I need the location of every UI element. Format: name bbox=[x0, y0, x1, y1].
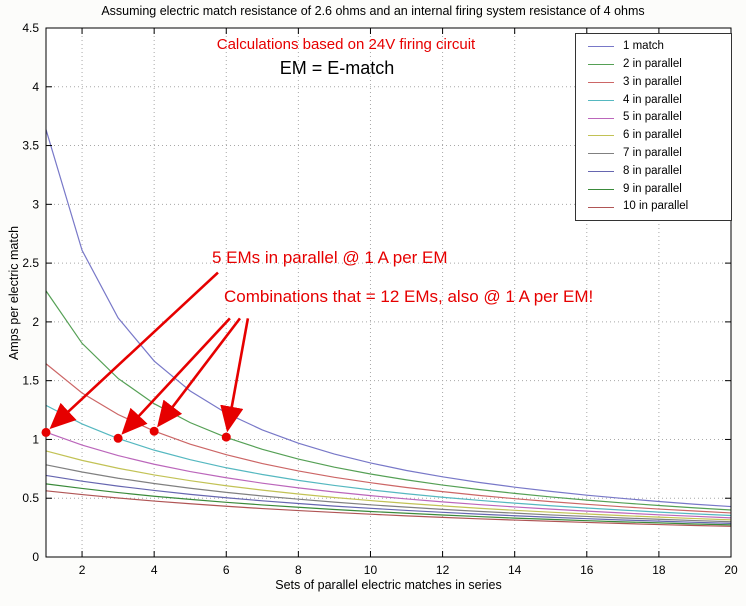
x-tick-label: 12 bbox=[436, 563, 450, 577]
annotation-dot bbox=[221, 432, 231, 442]
x-tick-label: 4 bbox=[151, 563, 158, 577]
legend-item: 5 in parallel bbox=[576, 109, 731, 127]
legend-item: 1 match bbox=[576, 38, 731, 56]
annotation-arrow bbox=[220, 318, 250, 433]
legend-label: 5 in parallel bbox=[623, 111, 682, 124]
x-tick-label: 14 bbox=[508, 563, 522, 577]
legend-label: 4 in parallel bbox=[623, 93, 682, 106]
legend-line-sample bbox=[588, 81, 614, 83]
x-tick-label: 8 bbox=[295, 563, 302, 577]
legend-line-sample bbox=[588, 206, 614, 208]
x-tick-label: 6 bbox=[223, 563, 230, 577]
series-line-5-in-parallel bbox=[45, 431, 732, 519]
legend-item: 10 in parallel bbox=[576, 198, 731, 216]
legend-line-sample bbox=[588, 170, 614, 172]
annotation-dot bbox=[41, 427, 51, 437]
legend-line-sample bbox=[588, 46, 614, 48]
annotation-arrow bbox=[49, 271, 219, 430]
legend-item: 7 in parallel bbox=[576, 145, 731, 163]
callout-5-ems: 5 EMs in parallel @ 1 A per EM bbox=[212, 248, 448, 267]
x-tick-label: 10 bbox=[364, 563, 378, 577]
x-tick-label: 20 bbox=[724, 563, 738, 577]
series-line-6-in-parallel bbox=[45, 450, 732, 521]
series-line-4-in-parallel bbox=[45, 404, 732, 517]
legend-label: 7 in parallel bbox=[623, 146, 682, 159]
y-axis-label: Amps per electric match bbox=[7, 225, 21, 361]
series-line-10-in-parallel bbox=[45, 490, 732, 527]
legend-item: 2 in parallel bbox=[576, 56, 731, 74]
annotation-arrow bbox=[157, 317, 241, 428]
series-line-3-in-parallel bbox=[45, 363, 732, 514]
y-tick-label: 4 bbox=[32, 80, 39, 94]
legend-line-sample bbox=[588, 99, 614, 101]
legend-item: 9 in parallel bbox=[576, 180, 731, 198]
y-tick-label: 2.5 bbox=[22, 256, 39, 270]
x-tick-label: 16 bbox=[580, 563, 594, 577]
legend-label: 10 in parallel bbox=[623, 200, 689, 213]
legend-item: 6 in parallel bbox=[576, 127, 731, 145]
y-tick-label: 1.5 bbox=[22, 374, 39, 388]
annotation-dot bbox=[149, 426, 159, 436]
series-line-7-in-parallel bbox=[45, 464, 732, 523]
legend-item: 3 in parallel bbox=[576, 74, 731, 92]
legend-item: 8 in parallel bbox=[576, 163, 731, 181]
y-tick-label: 3 bbox=[32, 197, 39, 211]
legend-line-sample bbox=[588, 117, 614, 119]
y-tick-label: 0 bbox=[32, 550, 39, 564]
legend-item: 4 in parallel bbox=[576, 91, 731, 109]
axes-box bbox=[45, 27, 732, 558]
y-tick-label: 4.5 bbox=[22, 21, 39, 35]
series-line-1-match bbox=[45, 129, 732, 508]
legend-label: 2 in parallel bbox=[623, 57, 682, 70]
legend-line-sample bbox=[588, 153, 614, 155]
x-axis-label: Sets of parallel electric matches in ser… bbox=[275, 578, 502, 592]
x-tick-label: 18 bbox=[652, 563, 666, 577]
legend-line-sample bbox=[588, 188, 614, 190]
legend-label: 6 in parallel bbox=[623, 129, 682, 142]
annotation-dot bbox=[113, 433, 123, 443]
legend-label: 9 in parallel bbox=[623, 182, 682, 195]
y-tick-label: 0.5 bbox=[22, 491, 39, 505]
y-tick-label: 2 bbox=[32, 315, 39, 329]
callout-12-ems: Combinations that = 12 EMs, also @ 1 A p… bbox=[224, 287, 594, 306]
series-line-8-in-parallel bbox=[45, 474, 732, 524]
legend-line-sample bbox=[588, 64, 614, 66]
legend-label: 1 match bbox=[623, 40, 664, 53]
legend: 1 match 2 in parallel 3 in parallel 4 in pa… bbox=[575, 33, 732, 221]
y-tick-label: 3.5 bbox=[22, 139, 39, 153]
note-firing-circuit: Calculations based on 24V firing circuit bbox=[216, 36, 476, 53]
series-line-9-in-parallel bbox=[45, 483, 732, 526]
annotation-arrow bbox=[121, 317, 231, 435]
y-tick-label: 1 bbox=[32, 432, 39, 446]
x-tick-label: 2 bbox=[79, 563, 86, 577]
note-em-abbrev: EM = E-match bbox=[279, 58, 395, 78]
legend-label: 3 in parallel bbox=[623, 75, 682, 88]
legend-label: 8 in parallel bbox=[623, 164, 682, 177]
legend-line-sample bbox=[588, 135, 614, 137]
chart-title: Assuming electric match resistance of 2.… bbox=[101, 4, 645, 18]
